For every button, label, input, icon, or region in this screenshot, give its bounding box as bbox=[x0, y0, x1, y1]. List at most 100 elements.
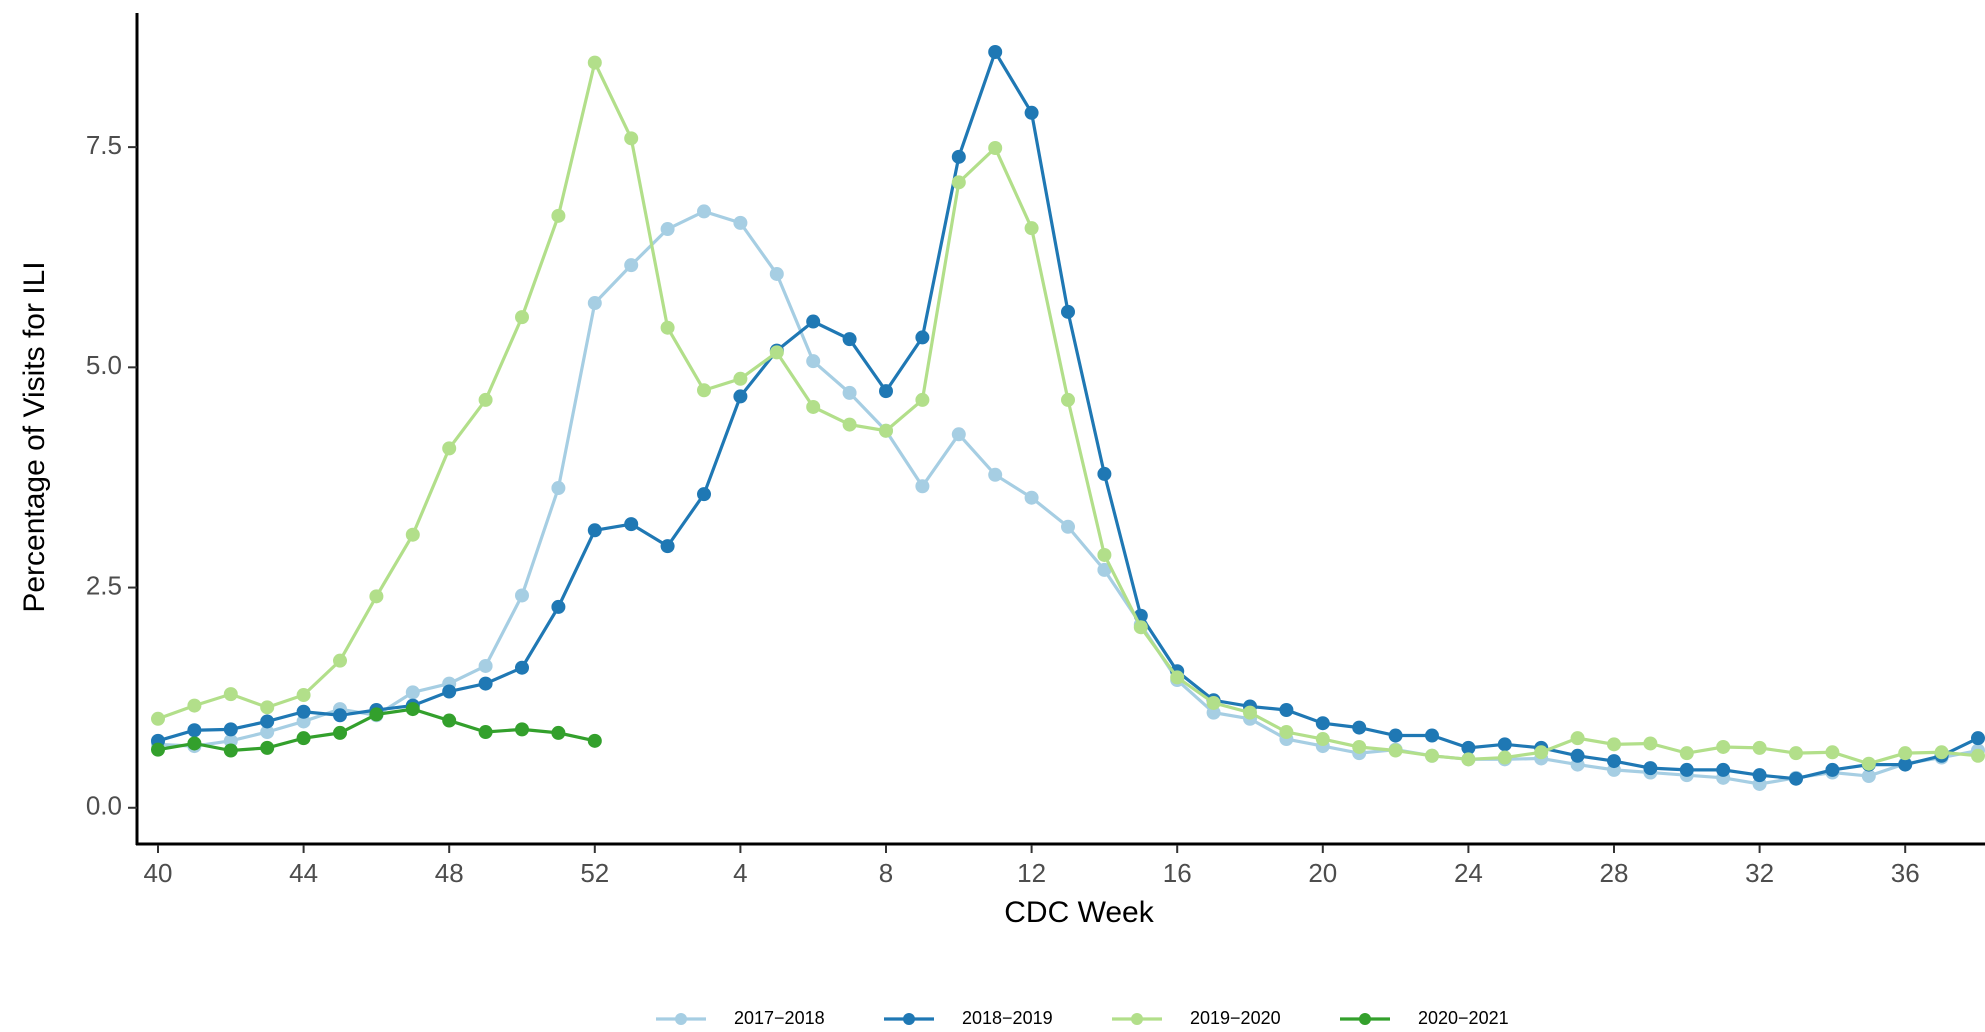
data-point bbox=[624, 517, 639, 532]
data-point bbox=[1461, 752, 1476, 767]
data-point bbox=[660, 222, 675, 237]
data-point bbox=[369, 707, 384, 722]
data-point bbox=[1716, 762, 1731, 777]
data-point bbox=[806, 354, 821, 369]
x-tick-label: 8 bbox=[879, 858, 893, 888]
data-point bbox=[1024, 105, 1039, 120]
data-point bbox=[842, 417, 857, 432]
data-point bbox=[1061, 519, 1075, 534]
data-point bbox=[551, 725, 566, 740]
data-point bbox=[1425, 748, 1439, 763]
data-point bbox=[1315, 732, 1330, 747]
data-point bbox=[1388, 743, 1403, 758]
data-point bbox=[551, 481, 566, 496]
x-axis-title: CDC Week bbox=[1004, 896, 1154, 929]
y-axis-title: Percentage of Visits for ILI bbox=[18, 261, 51, 612]
data-point bbox=[1461, 740, 1476, 755]
data-point bbox=[697, 487, 711, 502]
data-point bbox=[1133, 620, 1148, 635]
data-point bbox=[1861, 756, 1876, 771]
legend-label: 2018−2019 bbox=[962, 1008, 1053, 1028]
x-tick-label: 24 bbox=[1454, 858, 1483, 888]
data-point bbox=[769, 266, 784, 281]
data-point bbox=[442, 684, 457, 699]
data-point bbox=[405, 527, 420, 542]
data-point bbox=[915, 330, 930, 345]
data-point bbox=[478, 676, 493, 691]
data-point bbox=[223, 743, 238, 758]
data-point bbox=[1971, 748, 1985, 763]
data-point bbox=[1861, 769, 1876, 784]
data-point bbox=[806, 399, 821, 414]
data-point bbox=[1024, 490, 1039, 505]
data-point bbox=[951, 149, 966, 164]
data-point bbox=[587, 296, 602, 311]
data-point bbox=[260, 714, 275, 729]
data-point bbox=[333, 725, 347, 740]
y-tick-label: 0.0 bbox=[86, 791, 122, 821]
y-tick-label: 7.5 bbox=[86, 130, 122, 160]
data-point bbox=[1607, 737, 1621, 752]
data-point bbox=[296, 688, 311, 703]
data-point bbox=[587, 733, 602, 748]
data-point bbox=[1097, 547, 1112, 562]
series-line bbox=[157, 48, 1979, 781]
data-point bbox=[1024, 221, 1039, 236]
data-point bbox=[1497, 737, 1512, 752]
data-point bbox=[442, 713, 457, 728]
data-point bbox=[296, 714, 311, 729]
x-tick-label: 32 bbox=[1745, 858, 1774, 888]
data-point bbox=[1497, 750, 1512, 765]
data-point bbox=[806, 314, 821, 329]
data-point bbox=[1607, 754, 1621, 769]
data-point bbox=[842, 332, 857, 347]
data-point bbox=[187, 723, 202, 738]
data-point bbox=[1061, 392, 1075, 407]
legend-label: 2019−2020 bbox=[1190, 1008, 1281, 1028]
legend-swatch-dot bbox=[675, 1013, 687, 1025]
data-point bbox=[260, 740, 275, 755]
data-point bbox=[478, 725, 493, 740]
data-point bbox=[296, 704, 311, 719]
data-point bbox=[733, 389, 748, 404]
data-point bbox=[296, 731, 311, 746]
data-point bbox=[405, 702, 420, 717]
data-point bbox=[1934, 745, 1949, 760]
data-point bbox=[187, 698, 202, 713]
data-point bbox=[515, 310, 529, 325]
data-point bbox=[587, 55, 602, 70]
x-tick-label: 44 bbox=[289, 858, 318, 888]
data-point bbox=[1388, 728, 1403, 743]
data-point bbox=[1279, 725, 1294, 740]
data-point bbox=[515, 588, 529, 603]
data-point bbox=[1570, 731, 1585, 746]
data-point bbox=[1752, 740, 1767, 755]
legend-swatch-dot bbox=[1131, 1013, 1143, 1025]
data-point bbox=[697, 383, 711, 398]
series-line bbox=[157, 57, 1979, 766]
data-point bbox=[187, 736, 202, 751]
data-point bbox=[1534, 745, 1549, 760]
data-point bbox=[915, 392, 930, 407]
data-point bbox=[951, 427, 966, 442]
data-point bbox=[442, 441, 457, 456]
x-tick-label: 12 bbox=[1017, 858, 1046, 888]
data-point bbox=[587, 523, 602, 538]
x-tick-label: 36 bbox=[1891, 858, 1920, 888]
data-point bbox=[879, 423, 893, 438]
data-point bbox=[733, 215, 748, 230]
data-point bbox=[624, 258, 639, 273]
data-point bbox=[988, 44, 1003, 59]
data-point bbox=[697, 204, 711, 219]
data-point bbox=[1643, 761, 1658, 776]
data-point bbox=[1679, 746, 1694, 761]
data-point bbox=[1170, 670, 1185, 685]
data-point bbox=[369, 589, 384, 604]
x-tick-label: 40 bbox=[144, 858, 173, 888]
data-point bbox=[624, 131, 639, 146]
y-tick-label: 2.5 bbox=[86, 570, 122, 600]
data-point bbox=[1679, 762, 1694, 777]
data-point bbox=[769, 345, 784, 360]
data-point bbox=[1570, 748, 1585, 763]
